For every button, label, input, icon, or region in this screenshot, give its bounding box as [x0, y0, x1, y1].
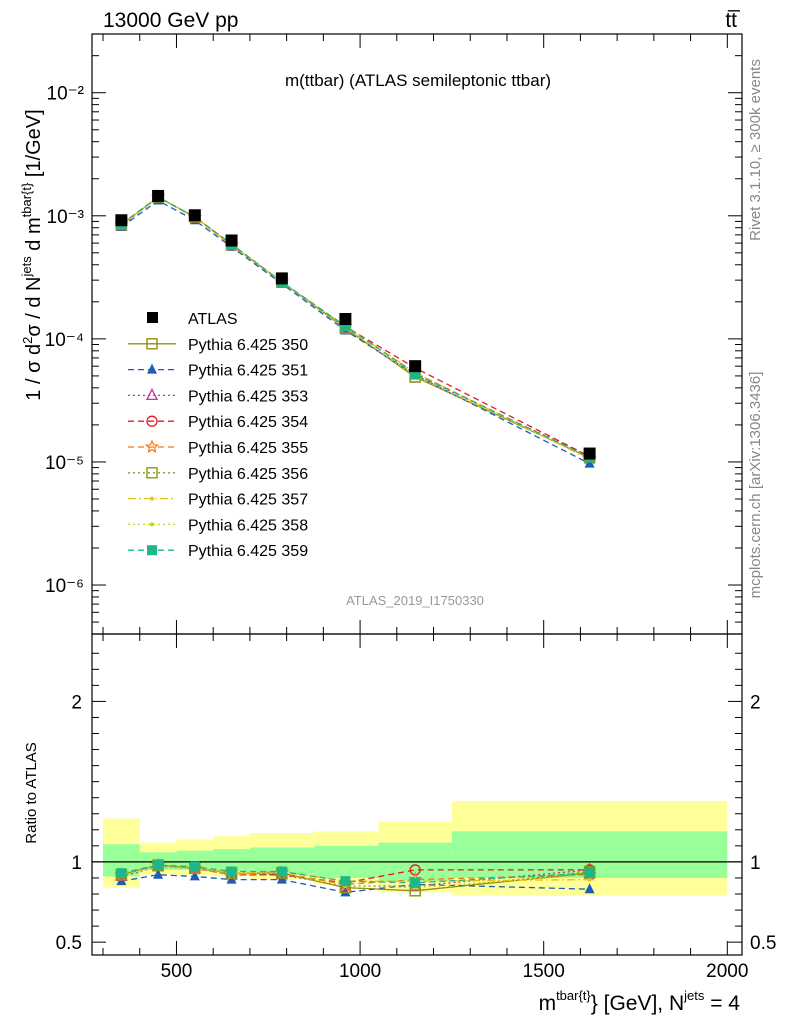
main-series-point	[410, 368, 421, 379]
main-ytick-label: 10⁻³	[47, 207, 85, 228]
ratio-frame	[91, 633, 743, 956]
main-axes: 10⁻⁶ 10⁻⁵ 10⁻⁴ 10⁻³ 10⁻²	[45, 33, 743, 635]
ratio-band-green	[213, 849, 250, 872]
main-data-point	[275, 272, 288, 285]
main-data-point	[225, 234, 238, 247]
ratio-ytick-label: 1	[71, 853, 82, 874]
ratio-series-point	[226, 866, 237, 877]
ratio-xtick-label: 500	[161, 961, 193, 982]
legend-label: Pythia 6.425 353	[188, 388, 308, 405]
legend-label: Pythia 6.425 350	[188, 337, 308, 354]
ratio-series-point	[410, 877, 421, 888]
ratio-xtick-label: 2000	[706, 961, 748, 982]
ratio-xlabel: mtbar{t}} [GeV], Njets = 4	[539, 988, 741, 1015]
ratio-xtick-label: 1000	[339, 961, 381, 982]
ratio-series-point	[153, 860, 164, 871]
main-data-point	[409, 360, 422, 373]
main-data-point	[583, 447, 596, 460]
main-data-point	[188, 209, 201, 222]
legend-marker	[150, 496, 154, 501]
main-data-point	[152, 189, 165, 202]
ratio-ytick-label: 0.5	[56, 933, 82, 954]
main-series-line	[121, 196, 590, 458]
ratio-series-point	[116, 868, 127, 879]
header-right: tt̅	[725, 9, 741, 32]
ratio-series-point	[189, 870, 200, 881]
ratio-xtick-label: 1500	[523, 961, 565, 982]
header-left: 13000 GeV pp	[103, 9, 238, 32]
main-series-point	[340, 321, 351, 332]
legend-label: Pythia 6.425 357	[188, 492, 308, 509]
ratio-series-line	[121, 864, 590, 892]
legend-label: Pythia 6.425 358	[188, 517, 308, 534]
main-title: m(ttbar) (ATLAS semileptonic ttbar)	[285, 71, 551, 90]
main-series-line	[121, 196, 590, 458]
ratio-series-point	[587, 877, 592, 882]
ratio-series-line	[121, 866, 590, 889]
main-panel: 10⁻⁶ 10⁻⁵ 10⁻⁴ 10⁻³ 10⁻² m(ttbar) (ATLAS sem…	[19, 33, 743, 635]
ratio-ylabel: Ratio to ATLAS	[23, 742, 40, 843]
legend-marker	[146, 338, 158, 350]
ratio-series-point	[340, 876, 351, 887]
main-ytick-label: 10⁻⁶	[45, 576, 84, 597]
main-ytick-label: 10⁻⁵	[45, 453, 84, 474]
ratio-series-line	[121, 864, 590, 884]
legend-marker-atlas	[147, 312, 158, 323]
ratio-series	[114, 857, 597, 897]
legend-marker	[144, 439, 160, 454]
legend-label: Pythia 6.425 354	[188, 414, 308, 431]
analysis-id: ATLAS_2019_I1750330	[346, 593, 484, 608]
legend-marker	[146, 415, 158, 427]
mcplots-label: mcplots.cern.ch [arXiv:1306.3436]	[747, 372, 764, 599]
ratio-ytick-label-right: 0.5	[750, 933, 776, 954]
main-data-point	[115, 214, 128, 227]
legend-label-atlas: ATLAS	[188, 311, 238, 328]
ratio-series-point	[340, 886, 351, 897]
main-ytick-label: 10⁻⁴	[45, 330, 84, 351]
legend-label: Pythia 6.425 351	[188, 363, 308, 380]
ratio-ytick-label-right: 1	[750, 853, 761, 874]
ratio-series-point	[584, 883, 595, 894]
legend-marker	[145, 387, 159, 401]
ratio-ytick-label-right: 2	[750, 692, 761, 713]
legend-label: Pythia 6.425 355	[188, 440, 308, 457]
main-series-point	[584, 457, 595, 468]
main-series	[114, 189, 597, 468]
legend-label: Pythia 6.425 356	[188, 466, 308, 483]
ratio-series-point	[153, 868, 164, 879]
legend-marker	[147, 545, 157, 556]
ratio-ytick-label: 2	[71, 692, 82, 713]
legend-marker	[146, 467, 158, 479]
ratio-series-line	[121, 866, 590, 887]
legend-label: Pythia 6.425 359	[188, 543, 308, 560]
legend-marker	[150, 522, 154, 527]
rivet-label: Rivet 3.1.10, ≥ 300k events	[747, 59, 764, 241]
main-series-line	[121, 196, 590, 459]
ratio-series-point	[276, 866, 287, 877]
main-data-point	[339, 313, 352, 326]
legend: ATLAS Pythia 6.425 350 Pythia 6.425 351 Pyt…	[128, 311, 308, 560]
main-ytick-label: 10⁻²	[47, 84, 85, 105]
ratio-series-point	[189, 861, 200, 872]
legend-marker	[147, 363, 157, 374]
main-ylabel: 1 / σ d2σ / d Njets d mtbar{t} [1/GeV]	[19, 109, 45, 400]
ratio-series-point	[584, 868, 595, 879]
ratio-band-green	[176, 850, 214, 870]
